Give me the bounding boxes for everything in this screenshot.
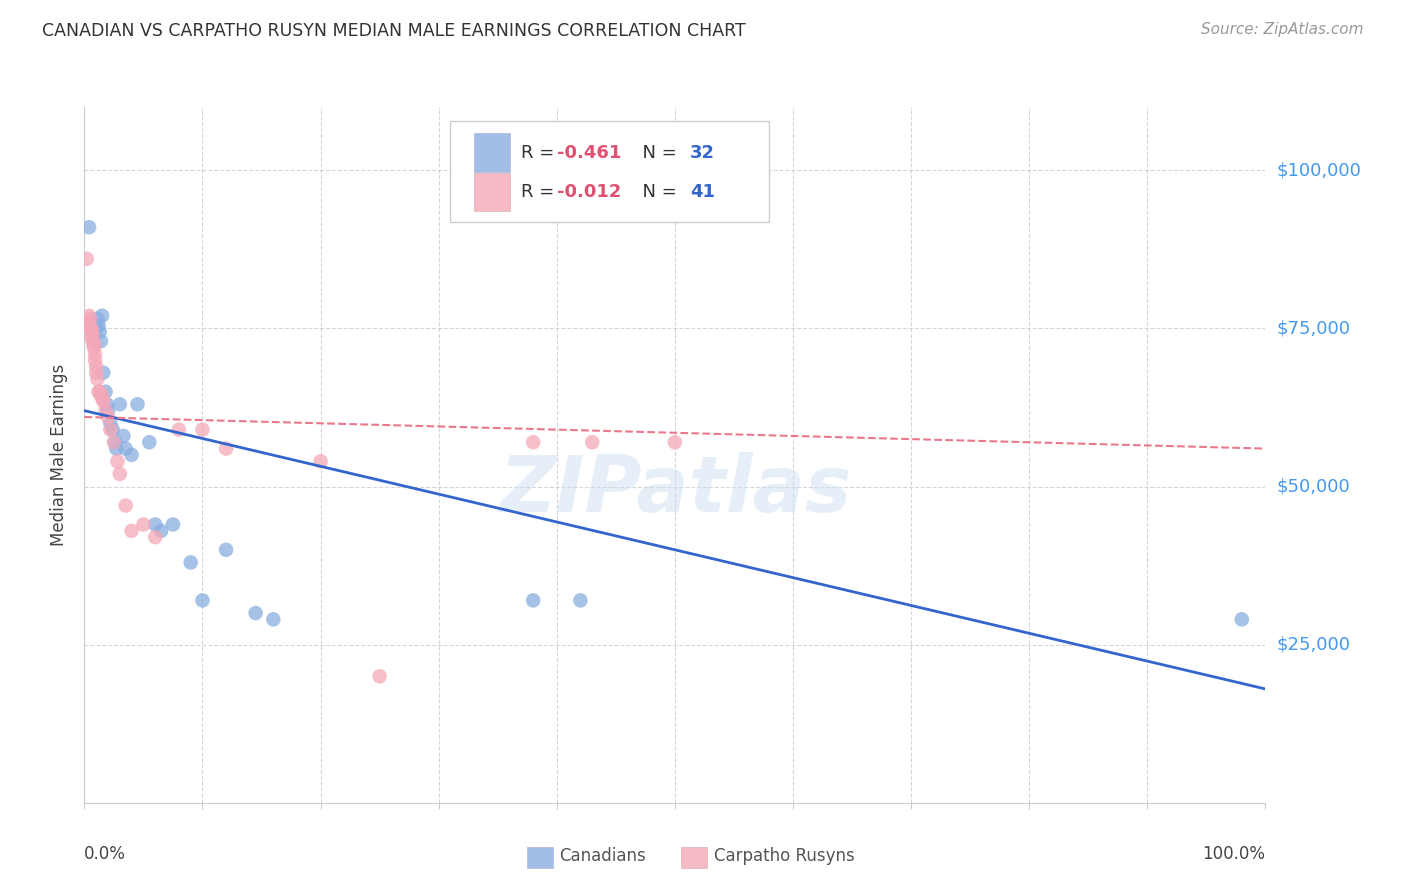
Point bbox=[86, 372, 108, 386]
Point bbox=[98, 417, 121, 431]
Text: CANADIAN VS CARPATHO RUSYN MEDIAN MALE EARNINGS CORRELATION CHART: CANADIAN VS CARPATHO RUSYN MEDIAN MALE E… bbox=[42, 22, 747, 40]
Text: $25,000: $25,000 bbox=[1277, 636, 1351, 654]
Point bbox=[76, 252, 98, 266]
Point bbox=[569, 593, 592, 607]
Point bbox=[581, 435, 603, 450]
Text: 32: 32 bbox=[690, 144, 716, 161]
Point bbox=[162, 517, 184, 532]
Point bbox=[77, 315, 100, 329]
Point bbox=[94, 403, 117, 417]
Text: 41: 41 bbox=[690, 183, 716, 201]
Point bbox=[262, 612, 284, 626]
Point bbox=[97, 403, 120, 417]
Text: -0.461: -0.461 bbox=[557, 144, 621, 161]
Point bbox=[215, 542, 238, 557]
Point bbox=[121, 524, 143, 538]
Point bbox=[90, 388, 112, 402]
Point bbox=[664, 435, 686, 450]
Point bbox=[79, 321, 101, 335]
Point bbox=[96, 397, 118, 411]
Point bbox=[79, 312, 101, 326]
FancyBboxPatch shape bbox=[527, 847, 553, 868]
Text: Carpatho Rusyns: Carpatho Rusyns bbox=[714, 847, 855, 865]
Point bbox=[114, 499, 136, 513]
Point bbox=[80, 325, 103, 339]
Point bbox=[191, 593, 214, 607]
Point bbox=[84, 347, 107, 361]
Text: 0.0%: 0.0% bbox=[84, 845, 127, 863]
Point bbox=[77, 220, 100, 235]
Text: Canadians: Canadians bbox=[560, 847, 645, 865]
Point bbox=[191, 423, 214, 437]
Point bbox=[84, 359, 107, 374]
Point bbox=[107, 454, 129, 468]
Point bbox=[91, 391, 114, 405]
Point bbox=[77, 309, 100, 323]
Point bbox=[309, 454, 332, 468]
Point bbox=[215, 442, 238, 456]
Point bbox=[80, 321, 103, 335]
Text: -0.012: -0.012 bbox=[557, 183, 621, 201]
Point bbox=[127, 397, 149, 411]
Point bbox=[89, 384, 111, 399]
Point bbox=[97, 409, 120, 424]
Point bbox=[101, 423, 124, 437]
Point bbox=[114, 442, 136, 456]
Point bbox=[522, 593, 544, 607]
Text: $50,000: $50,000 bbox=[1277, 477, 1350, 496]
Text: Source: ZipAtlas.com: Source: ZipAtlas.com bbox=[1201, 22, 1364, 37]
Text: N =: N = bbox=[631, 144, 683, 161]
Text: 100.0%: 100.0% bbox=[1202, 845, 1265, 863]
Text: N =: N = bbox=[631, 183, 683, 201]
Point bbox=[150, 524, 173, 538]
Text: $100,000: $100,000 bbox=[1277, 161, 1361, 179]
Point bbox=[77, 318, 100, 333]
Point bbox=[82, 327, 104, 342]
Point bbox=[94, 384, 117, 399]
Point bbox=[105, 442, 128, 456]
FancyBboxPatch shape bbox=[450, 121, 769, 222]
Point bbox=[98, 423, 121, 437]
Point bbox=[143, 530, 166, 544]
Point bbox=[167, 423, 190, 437]
Point bbox=[82, 334, 104, 348]
Point bbox=[121, 448, 143, 462]
Point bbox=[86, 312, 108, 326]
Point bbox=[84, 321, 107, 335]
Point bbox=[138, 435, 160, 450]
Point bbox=[91, 366, 114, 380]
Point bbox=[108, 397, 131, 411]
Point bbox=[522, 435, 544, 450]
Point bbox=[91, 394, 114, 409]
Point bbox=[91, 309, 114, 323]
Point bbox=[180, 556, 202, 570]
Point bbox=[143, 517, 166, 532]
FancyBboxPatch shape bbox=[474, 134, 509, 172]
Text: $75,000: $75,000 bbox=[1277, 319, 1351, 337]
Point bbox=[84, 366, 107, 380]
Y-axis label: Median Male Earnings: Median Male Earnings bbox=[51, 364, 69, 546]
Text: ZIPatlas: ZIPatlas bbox=[499, 451, 851, 528]
Point bbox=[87, 384, 110, 399]
Point bbox=[83, 337, 105, 351]
Point bbox=[108, 467, 131, 481]
Point bbox=[89, 325, 111, 339]
Point bbox=[245, 606, 267, 620]
FancyBboxPatch shape bbox=[474, 173, 509, 211]
Text: R =: R = bbox=[522, 183, 561, 201]
FancyBboxPatch shape bbox=[681, 847, 707, 868]
Point bbox=[80, 331, 103, 345]
Point bbox=[368, 669, 391, 683]
Point bbox=[132, 517, 155, 532]
Point bbox=[1230, 612, 1253, 626]
Point bbox=[104, 435, 127, 450]
Point bbox=[83, 340, 105, 354]
Point bbox=[112, 429, 135, 443]
Point bbox=[84, 353, 107, 368]
Point bbox=[87, 318, 110, 333]
Text: R =: R = bbox=[522, 144, 561, 161]
Point bbox=[103, 435, 125, 450]
Point bbox=[90, 334, 112, 348]
